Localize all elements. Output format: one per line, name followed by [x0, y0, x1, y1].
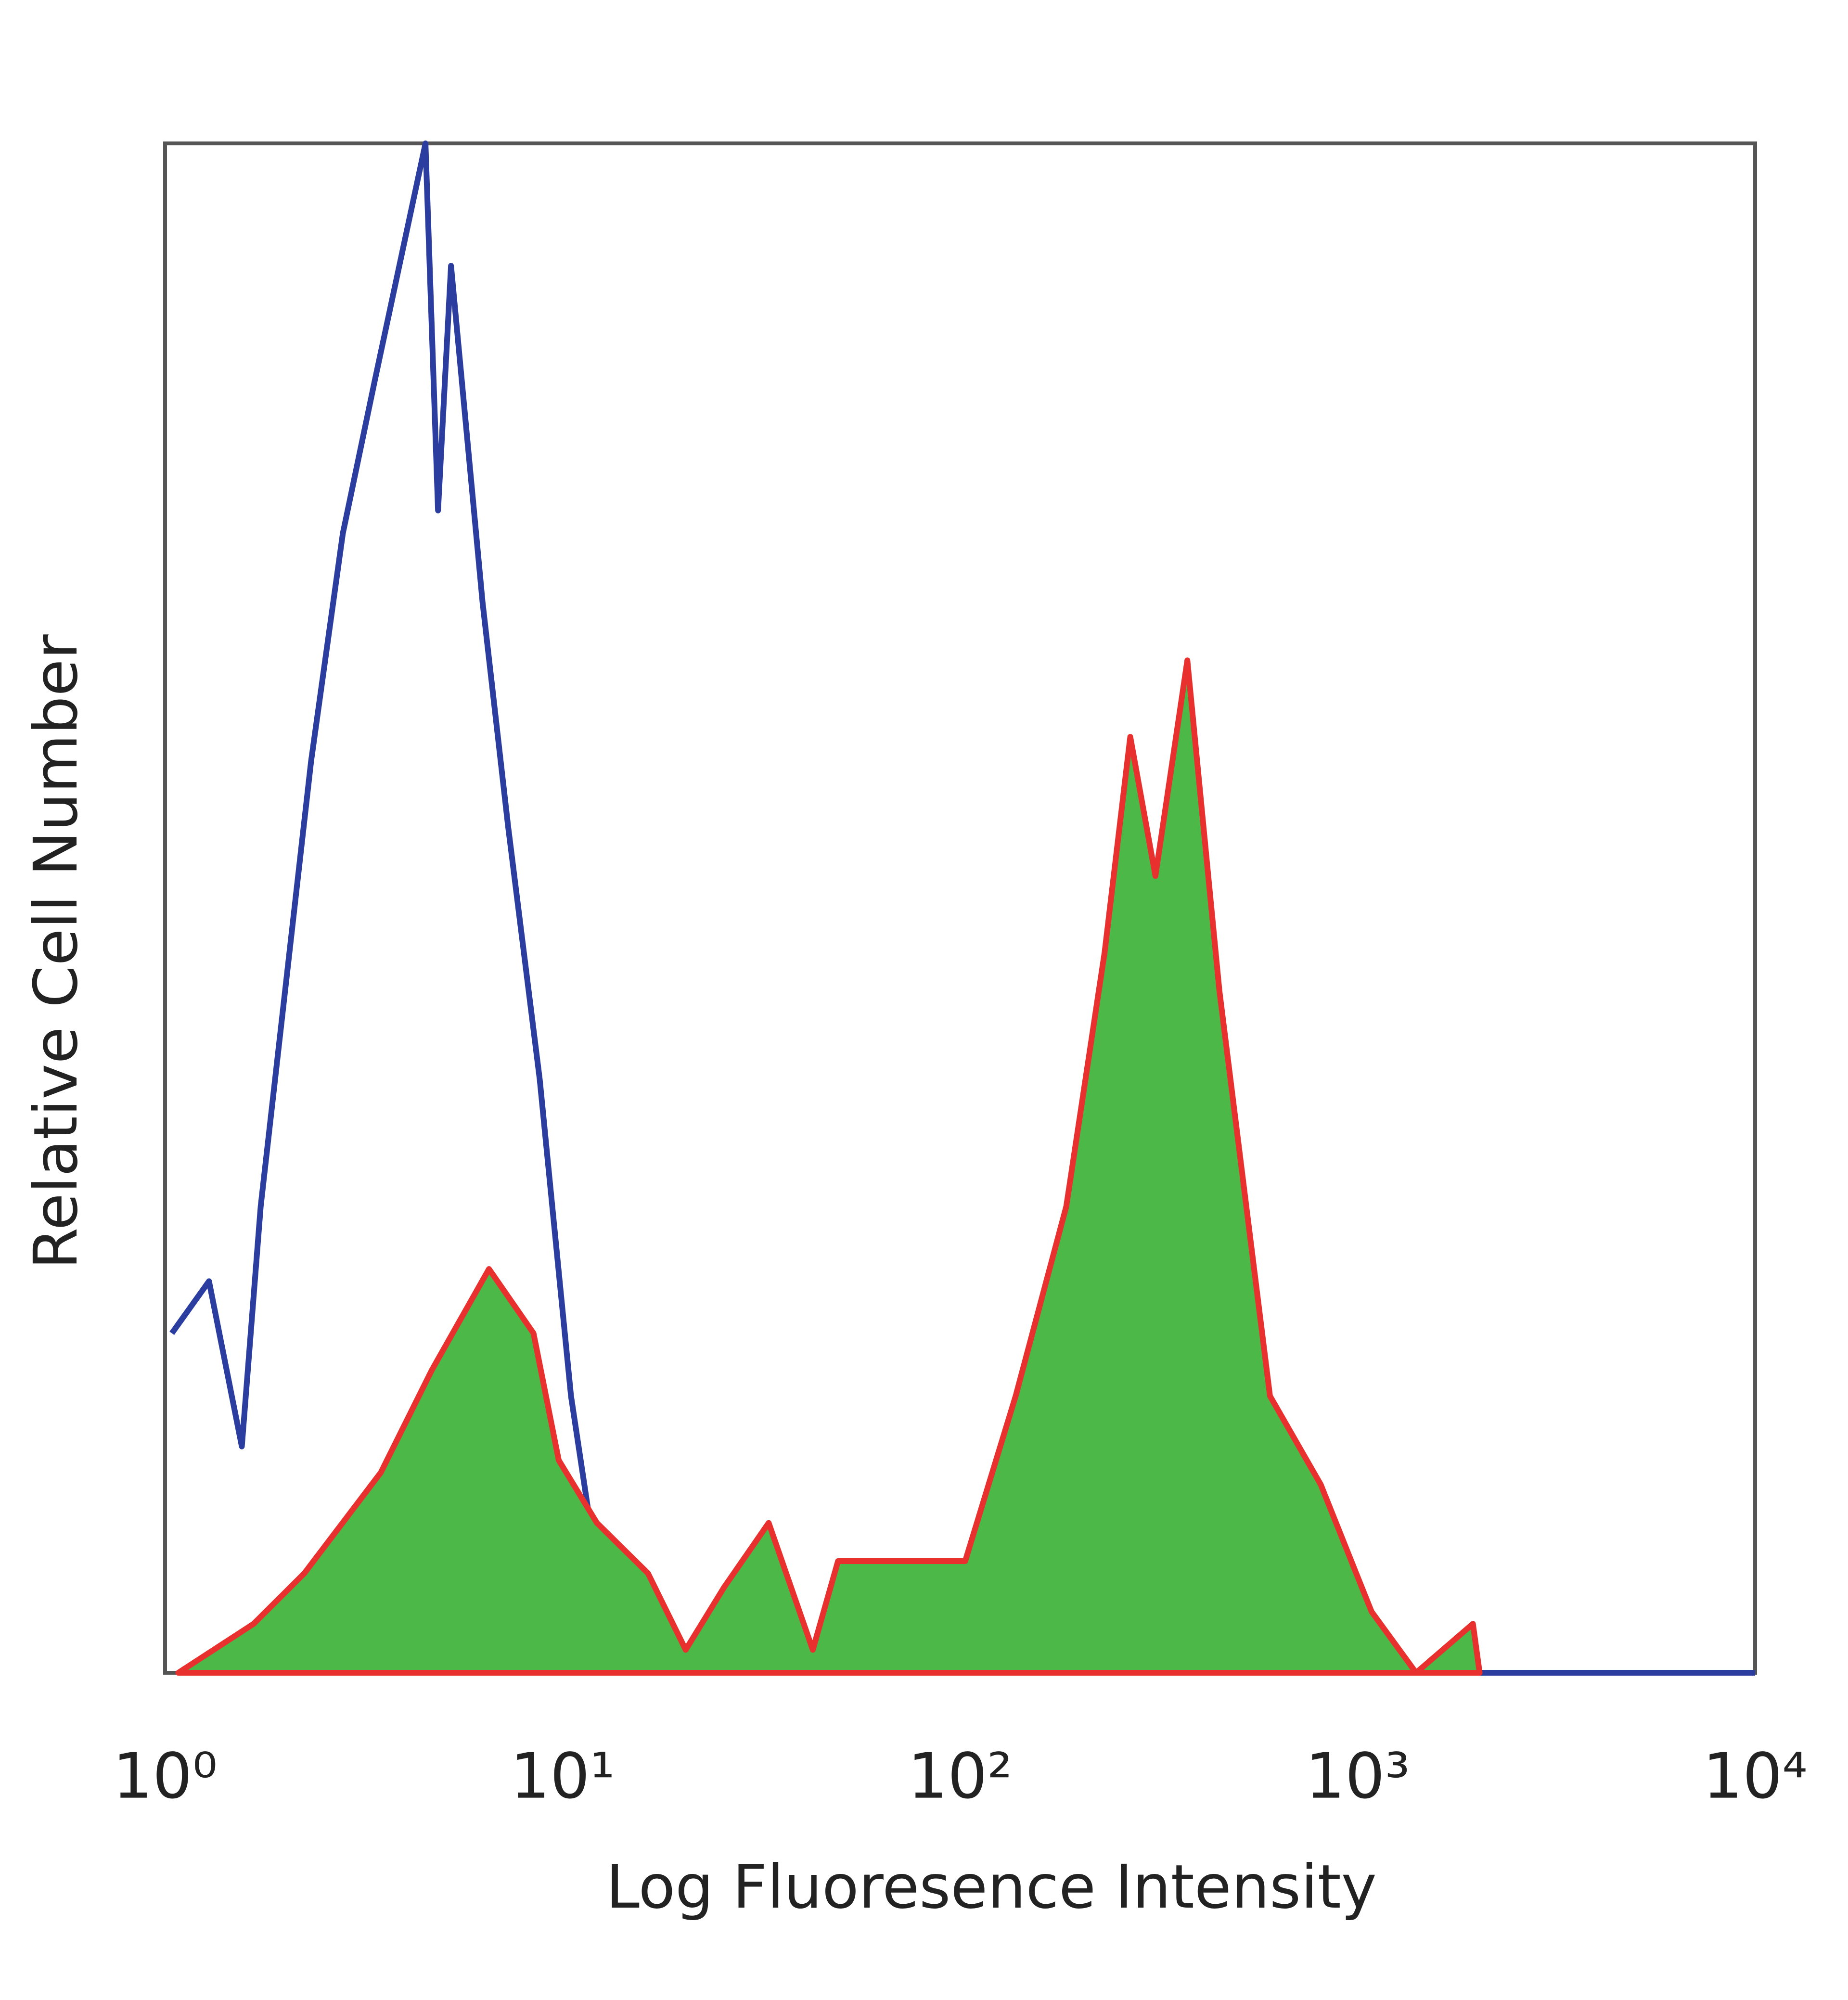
- x-tick-label: 10³: [1305, 1740, 1410, 1813]
- series-line: [169, 141, 1755, 1676]
- x-tick-label: 10⁴: [1703, 1740, 1808, 1813]
- series-line: [175, 657, 1483, 1676]
- x-axis-label: Log Fluoresence Intensity: [606, 1852, 1377, 1922]
- x-tick-label: 10¹: [510, 1740, 615, 1813]
- x-tick-label: 10⁰: [113, 1740, 218, 1813]
- y-axis-label: Relative Cell Number: [21, 634, 91, 1269]
- x-tick-label: 10²: [908, 1740, 1013, 1813]
